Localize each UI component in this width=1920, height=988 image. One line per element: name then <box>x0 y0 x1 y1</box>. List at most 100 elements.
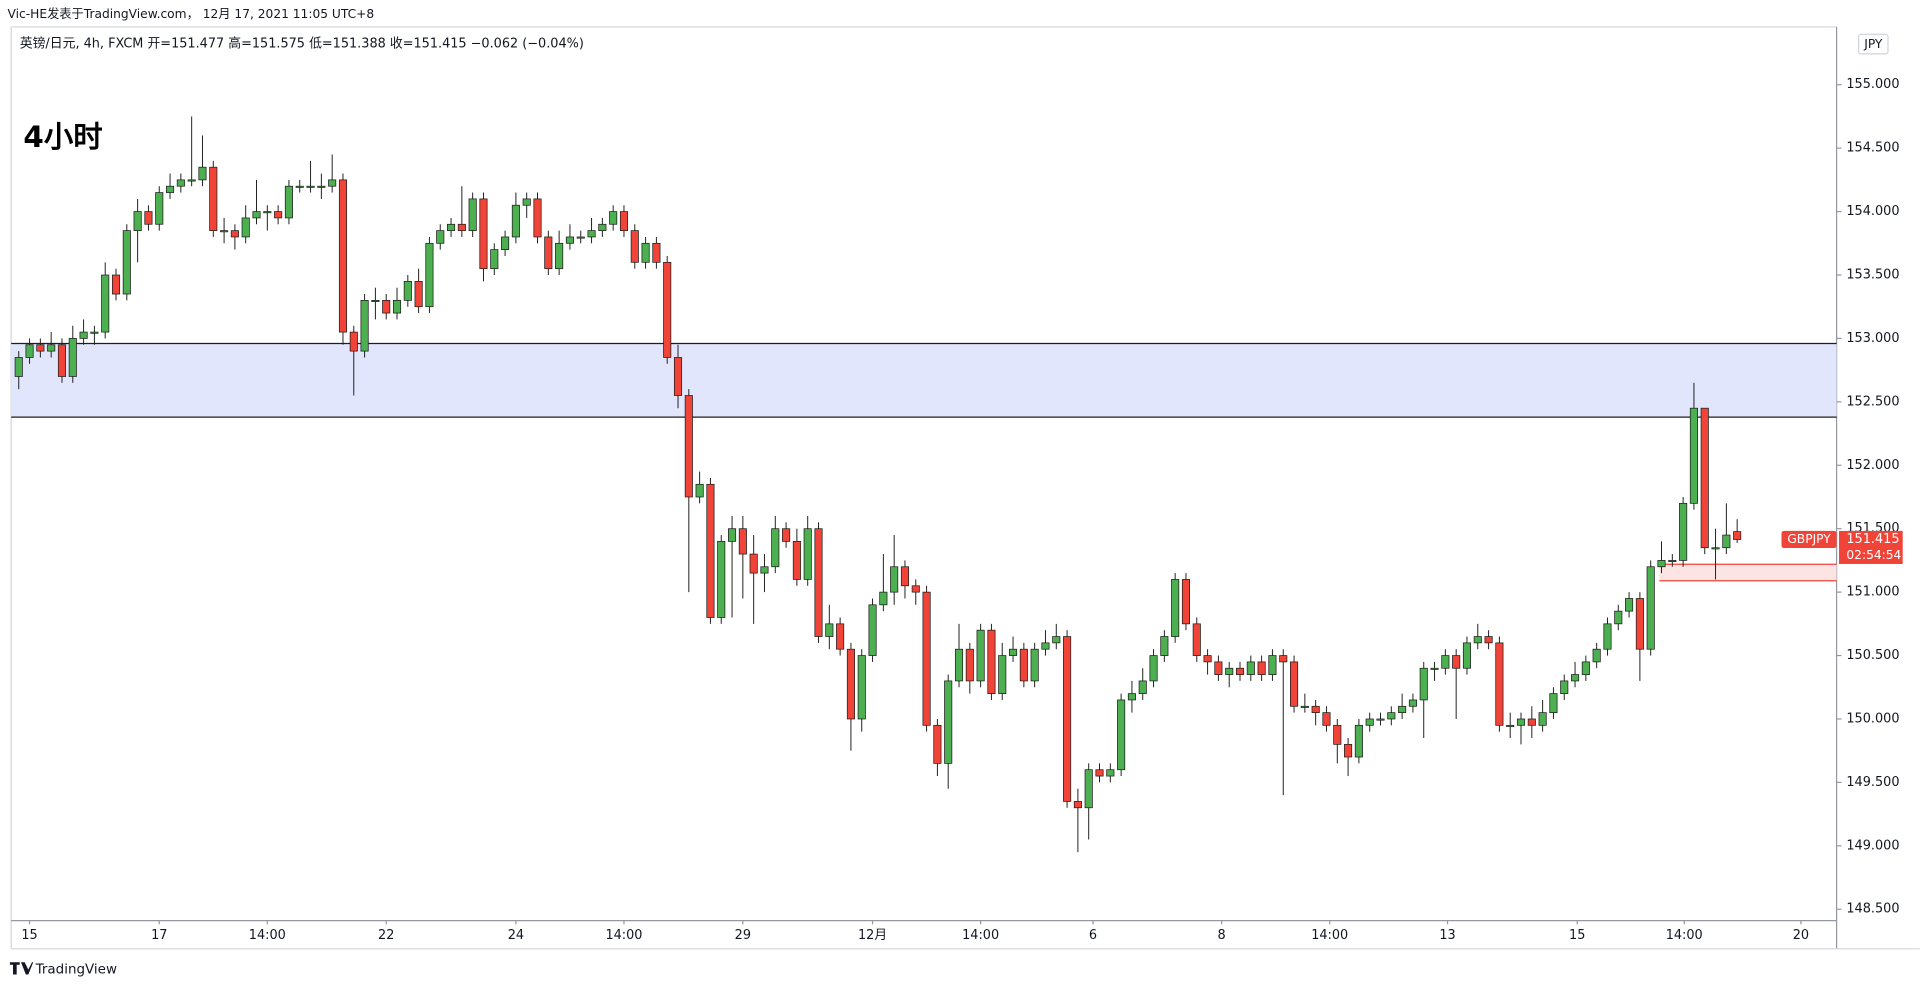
candle-body <box>1700 407 1709 549</box>
candle-body <box>144 211 153 225</box>
candle-body <box>1441 655 1450 669</box>
candle-body <box>749 553 758 574</box>
candle-body <box>1311 705 1320 714</box>
legend: 英镑/日元, 4h, FXCM 开=151.477 高=151.575 低=15… <box>20 36 584 52</box>
candle-body <box>1408 699 1417 707</box>
candle-body <box>1322 712 1331 726</box>
candle-body <box>965 648 974 682</box>
candle-body <box>155 192 164 225</box>
candle-body <box>1225 667 1234 675</box>
candle-body <box>101 274 110 333</box>
candle-body <box>814 528 823 637</box>
candle-body <box>425 242 434 308</box>
candle-body <box>673 357 683 396</box>
candle-body <box>1657 560 1666 568</box>
candle-body <box>1592 648 1601 663</box>
candle-body <box>198 166 207 181</box>
candle-body <box>1041 642 1050 650</box>
candle-body <box>1019 648 1028 682</box>
candle-body <box>1419 667 1428 701</box>
candle-body <box>1668 560 1677 563</box>
candle-body <box>565 236 574 244</box>
currency-box[interactable] <box>1858 33 1889 55</box>
y-tick-label: 155.000 <box>1846 77 1899 92</box>
candle-body <box>544 236 553 270</box>
candle-body <box>792 541 801 580</box>
candle-body <box>1430 667 1439 670</box>
x-tick-label: 8 <box>1218 928 1226 943</box>
candle-body <box>1387 712 1396 720</box>
candle-body <box>468 198 477 231</box>
candle-body <box>317 185 326 188</box>
candle-body <box>619 211 629 231</box>
candle-body <box>122 230 131 295</box>
candle-body <box>187 179 196 182</box>
candle-body <box>652 242 661 263</box>
candle-body <box>1495 642 1504 726</box>
candle-body <box>447 223 456 231</box>
candle-body <box>1560 680 1569 694</box>
candle-body <box>14 357 23 377</box>
candle-body <box>1246 661 1255 675</box>
candle-body <box>1030 648 1039 682</box>
candle-body <box>371 300 380 302</box>
candle-body <box>166 185 175 193</box>
candle-body <box>1625 598 1634 612</box>
candle-body <box>738 528 747 555</box>
candle-body <box>663 261 672 358</box>
candle-body <box>857 655 866 720</box>
candle-body <box>1300 705 1309 708</box>
candle-body <box>1376 718 1385 721</box>
candle-body <box>641 242 650 263</box>
candle-body <box>1290 661 1299 707</box>
countdown-label: 02:54:54 <box>1846 548 1901 562</box>
candle-body <box>630 230 639 263</box>
x-tick-label: 22 <box>378 928 394 943</box>
candle-body <box>803 528 812 580</box>
candle-body <box>490 249 499 270</box>
symbol-label: GBPJPY <box>1787 532 1831 546</box>
x-tick-label: 15 <box>1569 928 1585 943</box>
currency[interactable]: JPY <box>1863 37 1883 51</box>
candle-body <box>890 566 899 593</box>
candle-body <box>1571 674 1580 682</box>
zone <box>11 343 1837 418</box>
candle-body <box>846 648 855 720</box>
candle-body <box>1538 712 1547 726</box>
candle-body <box>1279 655 1288 663</box>
candle-body <box>1603 623 1612 650</box>
candle-body <box>457 223 466 231</box>
candle-body <box>1192 623 1201 656</box>
candle-body <box>782 528 791 542</box>
candle-body <box>284 185 293 219</box>
candle-body <box>1646 566 1655 650</box>
candle-body <box>576 236 585 239</box>
symbol-tag <box>1781 530 1837 549</box>
candle-body <box>922 591 931 726</box>
y-tick-label: 152.000 <box>1846 458 1899 473</box>
candle-body <box>263 211 272 214</box>
x-tick-label: 14:00 <box>605 928 642 943</box>
candle-body <box>511 204 520 238</box>
candle-body <box>57 344 67 377</box>
candle-body <box>598 223 607 231</box>
candle-body <box>1181 579 1191 625</box>
candle-body <box>252 211 261 219</box>
candle-body <box>1506 724 1515 727</box>
candle-body <box>1203 655 1212 663</box>
candle-body <box>900 566 910 587</box>
y-tick-label: 152.500 <box>1846 394 1899 409</box>
x-tick-label: 13 <box>1439 928 1455 943</box>
candle-body <box>209 166 218 231</box>
candle-body <box>220 230 229 233</box>
candle-body <box>133 211 142 231</box>
candle-body <box>1473 636 1482 644</box>
candle-body <box>836 623 845 650</box>
brand-logo <box>9 962 34 975</box>
x-tick-label: 15 <box>21 928 37 943</box>
candle-body <box>609 211 618 225</box>
candle-body <box>1009 648 1018 656</box>
y-tick-label: 153.500 <box>1846 268 1899 283</box>
zone <box>1659 564 1837 581</box>
candle-body <box>760 566 769 574</box>
